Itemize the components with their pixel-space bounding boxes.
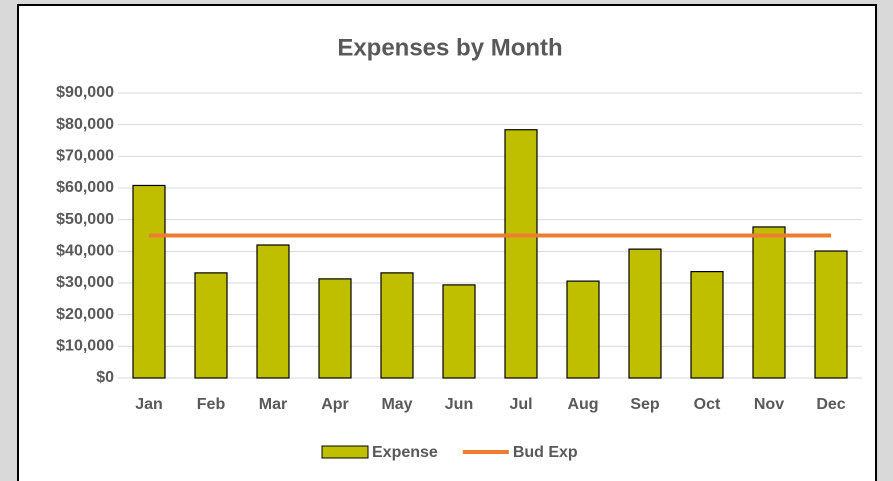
y-tick-label: $10,000 — [56, 338, 114, 355]
legend-label: Bud Exp — [513, 444, 578, 461]
x-tick-label: Jul — [509, 396, 532, 413]
bar — [256, 244, 290, 379]
x-tick-label: Apr — [321, 396, 349, 413]
chart-title: Expenses by Month — [337, 34, 562, 61]
legend-swatch — [321, 445, 369, 459]
x-tick-label: May — [381, 396, 412, 413]
x-tick-label: Dec — [816, 396, 845, 413]
y-tick-label: $60,000 — [56, 179, 114, 196]
x-tick-label: Oct — [694, 396, 721, 413]
bar — [504, 129, 538, 379]
bar — [194, 272, 228, 379]
bar — [318, 278, 352, 379]
bar — [690, 271, 724, 379]
bar — [442, 284, 476, 379]
y-tick-label: $40,000 — [56, 243, 114, 260]
x-tick-label: Sep — [630, 396, 660, 413]
bar — [132, 184, 166, 379]
x-tick-label: Nov — [754, 396, 784, 413]
x-tick-label: Jan — [135, 396, 163, 413]
bar — [628, 248, 662, 379]
y-tick-label: $50,000 — [56, 211, 114, 228]
bar — [814, 250, 848, 379]
y-tick-label: $30,000 — [56, 274, 114, 291]
x-tick-label: Aug — [567, 396, 598, 413]
y-tick-label: $90,000 — [56, 84, 114, 101]
y-tick-label: $0 — [96, 369, 114, 386]
bar — [752, 226, 786, 379]
legend-label: Expense — [372, 444, 438, 461]
x-tick-label: Feb — [197, 396, 226, 413]
y-tick-label: $80,000 — [56, 116, 114, 133]
bar — [566, 280, 600, 379]
y-tick-label: $70,000 — [56, 148, 114, 165]
x-tick-label: Jun — [445, 396, 473, 413]
bar — [380, 272, 414, 379]
y-tick-label: $20,000 — [56, 306, 114, 323]
x-tick-label: Mar — [259, 396, 287, 413]
